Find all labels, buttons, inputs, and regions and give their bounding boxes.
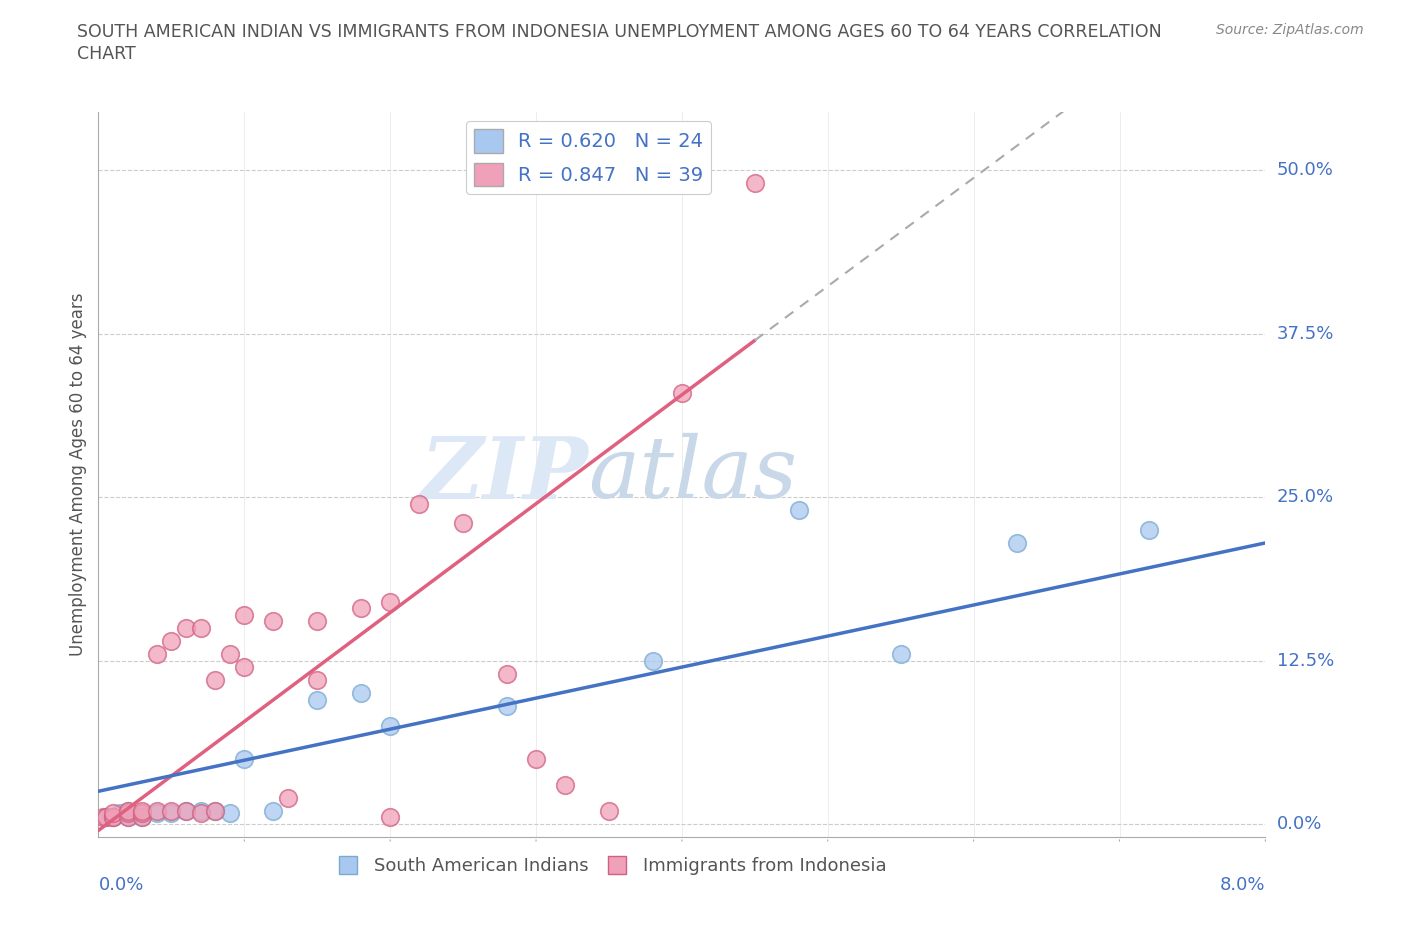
Point: [101, 810, 124, 825]
Point: [233, 659, 256, 674]
Point: [160, 804, 183, 818]
Point: [174, 804, 197, 818]
Point: [451, 516, 474, 531]
Point: [131, 810, 153, 825]
Point: [744, 176, 766, 191]
Point: [218, 806, 240, 821]
Point: [131, 810, 153, 825]
Point: [174, 804, 197, 818]
Point: [380, 594, 402, 609]
Point: [554, 777, 576, 792]
Point: [1007, 536, 1029, 551]
Point: [524, 751, 547, 766]
Point: [496, 698, 519, 713]
Text: 50.0%: 50.0%: [1277, 162, 1333, 179]
Point: [190, 806, 212, 821]
Point: [131, 806, 153, 821]
Point: [190, 804, 212, 818]
Point: [277, 790, 299, 805]
Point: [117, 810, 139, 825]
Point: [204, 804, 226, 818]
Point: [641, 653, 664, 668]
Point: [91, 810, 114, 825]
Y-axis label: Unemployment Among Ages 60 to 64 years: Unemployment Among Ages 60 to 64 years: [69, 293, 87, 656]
Point: [787, 503, 810, 518]
Point: [262, 614, 284, 629]
Point: [160, 633, 183, 648]
Point: [671, 385, 693, 400]
Point: [307, 614, 329, 629]
Point: [233, 607, 256, 622]
Point: [233, 751, 256, 766]
Text: SOUTH AMERICAN INDIAN VS IMMIGRANTS FROM INDONESIA UNEMPLOYMENT AMONG AGES 60 TO: SOUTH AMERICAN INDIAN VS IMMIGRANTS FROM…: [77, 23, 1163, 41]
Point: [204, 672, 226, 687]
Point: [146, 804, 169, 818]
Point: [146, 646, 169, 661]
Text: 0.0%: 0.0%: [98, 876, 143, 894]
Text: atlas: atlas: [589, 433, 797, 515]
Point: [1137, 523, 1160, 538]
Point: [110, 806, 132, 821]
Point: [350, 601, 373, 616]
Point: [307, 672, 329, 687]
Point: [94, 810, 117, 825]
Point: [101, 810, 124, 825]
Point: [146, 806, 169, 821]
Text: Source: ZipAtlas.com: Source: ZipAtlas.com: [1216, 23, 1364, 37]
Point: [131, 804, 153, 818]
Point: [307, 692, 329, 707]
Text: ZIP: ZIP: [420, 432, 589, 516]
Text: 25.0%: 25.0%: [1277, 488, 1334, 506]
Point: [190, 620, 212, 635]
Text: 37.5%: 37.5%: [1277, 325, 1334, 343]
Point: [117, 804, 139, 818]
Legend: South American Indians, Immigrants from Indonesia: South American Indians, Immigrants from …: [330, 850, 893, 883]
Point: [598, 804, 620, 818]
Point: [890, 646, 912, 661]
Point: [101, 806, 124, 821]
Text: 8.0%: 8.0%: [1220, 876, 1265, 894]
Point: [262, 804, 284, 818]
Point: [496, 666, 519, 681]
Text: 12.5%: 12.5%: [1277, 652, 1334, 670]
Point: [94, 810, 117, 825]
Point: [350, 685, 373, 700]
Text: 0.0%: 0.0%: [1277, 815, 1322, 833]
Point: [380, 810, 402, 825]
Point: [174, 620, 197, 635]
Point: [380, 719, 402, 734]
Point: [101, 810, 124, 825]
Point: [218, 646, 240, 661]
Point: [117, 806, 139, 821]
Point: [117, 810, 139, 825]
Point: [131, 806, 153, 821]
Point: [408, 497, 430, 512]
Point: [204, 804, 226, 818]
Text: CHART: CHART: [77, 45, 136, 62]
Point: [117, 804, 139, 818]
Point: [160, 806, 183, 821]
